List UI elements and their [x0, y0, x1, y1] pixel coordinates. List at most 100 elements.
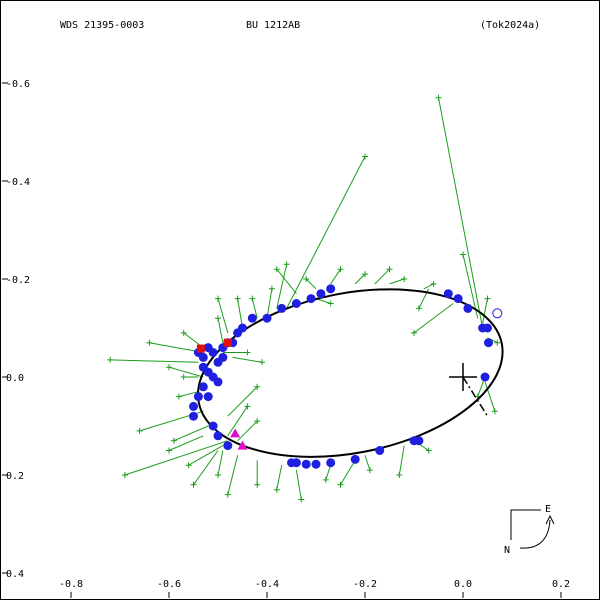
residual-point	[185, 462, 192, 469]
residual-line	[110, 359, 199, 363]
residual-point	[460, 251, 466, 258]
residual-line	[276, 264, 288, 309]
residual-line	[178, 391, 199, 398]
residual-line	[168, 435, 204, 451]
residual-point	[362, 271, 368, 278]
residual-point	[254, 418, 261, 425]
measurement-point	[198, 352, 208, 362]
x-tick-label: 0.0	[454, 579, 472, 590]
measurement-point	[463, 303, 473, 313]
residual-line	[188, 445, 224, 466]
measurement-point	[238, 323, 247, 333]
residual-line	[389, 278, 405, 285]
measurement-point	[375, 446, 385, 455]
residual-line	[237, 420, 258, 442]
residual-line	[340, 460, 356, 486]
residual-line	[325, 465, 332, 481]
residual-point	[166, 447, 172, 454]
residual-point	[254, 481, 261, 488]
measurement-point	[213, 377, 223, 387]
residual-line	[295, 470, 302, 500]
primary-star-marker	[449, 363, 477, 391]
residual-point	[166, 364, 172, 371]
measurement-point	[326, 458, 336, 468]
residual-point	[244, 403, 251, 410]
x-axis-ticks: -0.8 -0.6 -0.4 -0.2 0.0 0.2	[59, 579, 570, 598]
measurement-point	[277, 303, 287, 313]
measurement-point	[291, 299, 301, 308]
y-tick-label: -0.4	[6, 177, 30, 188]
residual-line	[217, 318, 224, 343]
header-right: (Tok2024a)	[480, 20, 540, 31]
residual-line	[276, 268, 297, 295]
measurement-point	[306, 294, 316, 304]
residual-line	[398, 445, 405, 476]
residual-point	[322, 476, 329, 483]
residual-line	[227, 386, 258, 417]
residual-line	[227, 455, 239, 495]
measurement-point	[218, 352, 228, 362]
periastron-line	[462, 376, 489, 417]
y-tick-label: 0.4	[6, 569, 24, 580]
measurement-point	[483, 338, 493, 348]
residual-line	[462, 254, 479, 319]
measurement-point	[247, 313, 257, 323]
residual-point	[484, 295, 491, 302]
residual-line	[364, 455, 371, 471]
measurement-square	[196, 344, 205, 353]
measurement-triangle	[230, 428, 241, 438]
measurement-point	[262, 313, 272, 323]
measurement-point	[223, 441, 233, 451]
residual-point	[268, 285, 275, 292]
orbit-ellipse	[197, 288, 504, 458]
residual-line	[168, 366, 204, 378]
x-tick-label: 0.2	[552, 579, 570, 590]
measurement-point	[189, 411, 198, 421]
residual-point	[303, 276, 310, 282]
residual-lines	[107, 94, 501, 503]
compass-north-label: N	[504, 545, 510, 556]
residual-point	[386, 266, 393, 273]
residual-line	[276, 465, 283, 490]
residual-point	[180, 374, 187, 380]
residual-point	[224, 491, 231, 498]
measurement-point	[326, 284, 336, 294]
residual-point	[337, 481, 344, 488]
measurement-triangle	[237, 440, 248, 450]
residual-point	[430, 280, 437, 287]
header-left: WDS 21395-0003	[60, 20, 144, 31]
measurement-point	[213, 431, 223, 441]
residual-point	[190, 481, 197, 488]
measurement-point	[443, 289, 453, 299]
residual-point	[180, 329, 187, 336]
residual-point	[425, 447, 432, 454]
residual-line	[124, 440, 228, 476]
residual-point	[494, 339, 501, 346]
residual-point	[273, 486, 280, 493]
measurement-point	[350, 454, 360, 464]
residual-point	[298, 496, 305, 503]
residual-point	[337, 266, 344, 273]
measurement-square	[223, 338, 232, 347]
residual-point	[249, 295, 256, 302]
y-tick-label: -0.6	[6, 79, 30, 90]
measurement-point	[311, 459, 321, 469]
residual-point	[136, 427, 143, 434]
residual-line	[193, 450, 219, 486]
residual-line	[413, 303, 454, 334]
residual-point	[327, 300, 334, 307]
x-tick-label: -0.2	[353, 579, 377, 590]
residual-point	[121, 472, 128, 478]
residual-line	[354, 273, 366, 285]
measurement-point	[287, 458, 296, 468]
residual-line	[374, 268, 390, 285]
measurement-point	[301, 459, 311, 469]
measurement-point	[208, 421, 218, 431]
residual-line	[482, 298, 488, 324]
residual-line	[217, 298, 229, 334]
residual-point	[362, 153, 368, 160]
residual-point	[215, 295, 221, 302]
residual-point	[215, 315, 221, 322]
